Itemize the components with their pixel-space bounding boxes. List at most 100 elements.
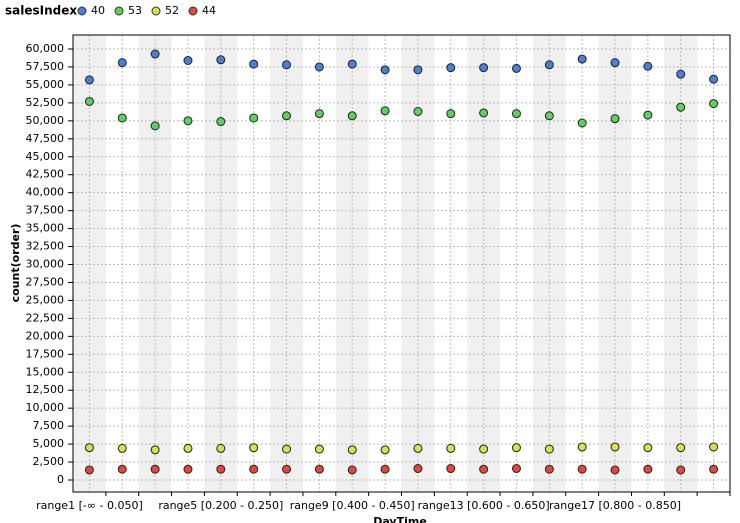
point [544,111,554,121]
point [216,117,226,127]
x-axis-title: DayTime [373,515,427,523]
point [544,464,554,474]
point [282,464,292,474]
point [577,54,587,64]
point [511,63,521,73]
point [380,445,390,455]
point [610,58,620,68]
point [511,109,521,119]
legend-marker [77,6,87,16]
y-tick-label: 20,000 [26,329,65,342]
point [249,113,259,123]
y-tick-label: 32,500 [26,240,65,253]
point [183,443,193,453]
point [413,443,423,453]
point [117,443,127,453]
x-tick-label: range5 [0.200 - 0.250] [158,499,283,512]
point [282,444,292,454]
point [380,65,390,75]
point [380,464,390,474]
point [150,445,160,455]
point [709,99,719,109]
y-tick-label: 52,500 [26,96,65,109]
point [446,464,456,474]
point [183,464,193,474]
point [183,116,193,126]
y-tick-label: 45,000 [26,150,65,163]
point [347,59,357,69]
point [380,106,390,116]
point [676,465,686,475]
point [479,108,489,118]
y-tick-label: 5,000 [33,437,65,450]
y-tick-label: 25,000 [26,293,65,306]
point [84,75,94,85]
x-tick-label: range13 [0.600 - 0.650] [418,499,550,512]
y-tick-label: 15,000 [26,365,65,378]
point [610,465,620,475]
point [479,444,489,454]
y-tick-label: 60,000 [26,42,65,55]
point [446,443,456,453]
point [610,114,620,124]
point [676,102,686,112]
point [282,60,292,70]
y-tick-label: 37,500 [26,204,65,217]
point [676,69,686,79]
point [413,464,423,474]
point [249,443,259,453]
point [446,63,456,73]
y-tick-label: 0 [57,473,64,486]
point [117,58,127,68]
y-tick-label: 12,500 [26,383,65,396]
point [249,59,259,69]
y-tick-label: 17,500 [26,347,65,360]
y-tick-label: 47,500 [26,132,65,145]
y-tick-label: 50,000 [26,114,65,127]
point [413,107,423,117]
point [709,464,719,474]
y-tick-label: 57,500 [26,60,65,73]
point [314,62,324,72]
point [117,113,127,123]
legend-marker [188,6,198,16]
point [84,465,94,475]
legend-label: 52 [165,4,179,17]
point [709,442,719,452]
point [709,74,719,84]
point [314,444,324,454]
point [643,464,653,474]
y-tick-label: 2,500 [33,455,65,468]
y-tick-label: 30,000 [26,258,65,271]
point [150,121,160,131]
point [216,443,226,453]
point [150,49,160,59]
legend-title: salesIndex [5,4,77,18]
point [216,55,226,65]
legend-marker [114,6,124,16]
point [249,464,259,474]
y-tick-label: 40,000 [26,186,65,199]
point [347,445,357,455]
legend-label: 40 [91,4,105,17]
y-tick-label: 55,000 [26,78,65,91]
point [676,443,686,453]
point [347,465,357,475]
point [511,464,521,474]
point [544,60,554,70]
legend-label: 53 [128,4,142,17]
x-tick-label: range1 [-∞ - 0.050] [36,499,143,512]
point [446,109,456,119]
point [643,61,653,71]
point [84,96,94,106]
point [314,109,324,119]
legend-label: 44 [202,4,216,17]
point [117,464,127,474]
point [643,110,653,120]
point [577,442,587,452]
x-tick-label: range9 [0.400 - 0.450] [290,499,415,512]
point [577,118,587,128]
point [577,464,587,474]
legend-marker [151,6,161,16]
